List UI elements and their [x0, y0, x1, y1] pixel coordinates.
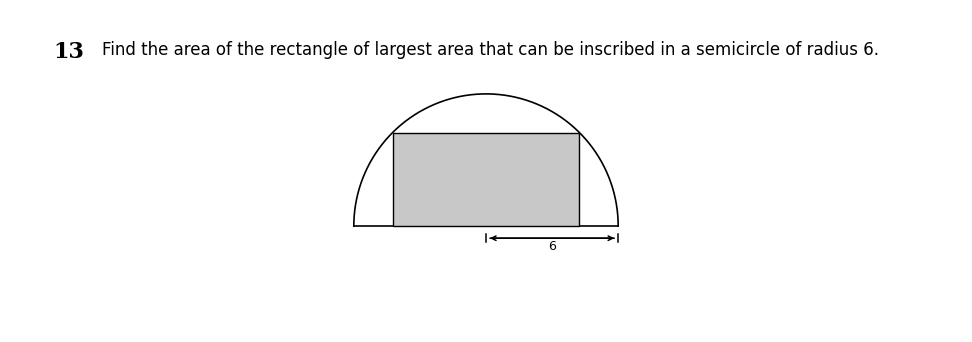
Text: Find the area of the rectangle of largest area that can be inscribed in a semici: Find the area of the rectangle of larges… — [102, 41, 879, 59]
Text: 6: 6 — [548, 240, 556, 253]
Text: 13: 13 — [53, 41, 85, 63]
Bar — [393, 133, 579, 226]
